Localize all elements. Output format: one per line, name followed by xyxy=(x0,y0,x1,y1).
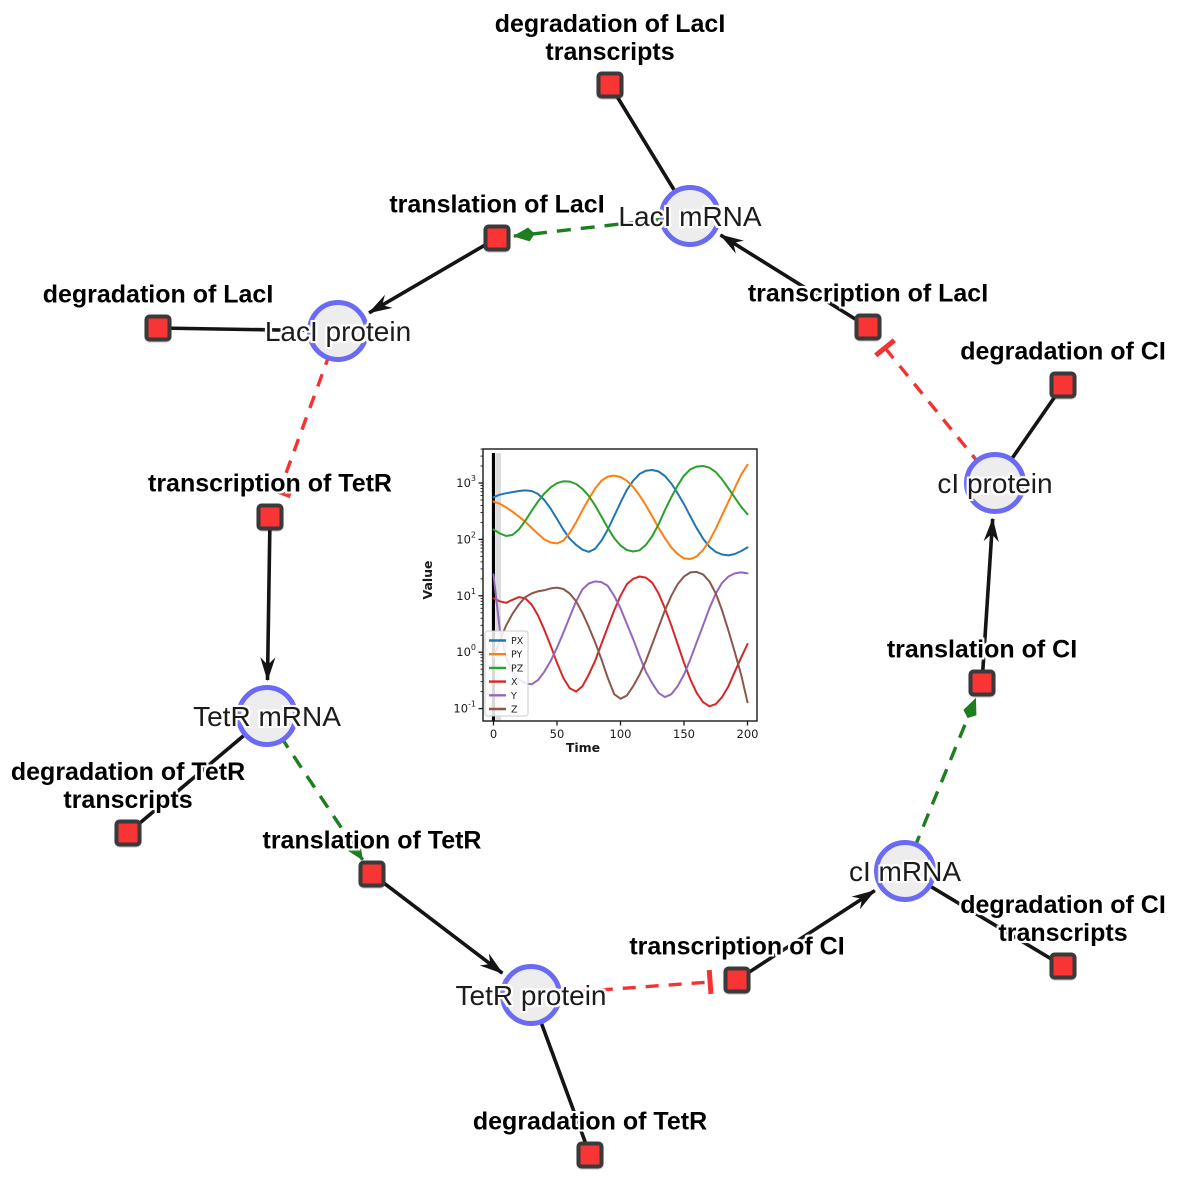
y-axis-title: Value xyxy=(420,560,435,599)
reaction-label-transc-ci: transcription of CI xyxy=(629,932,845,962)
edge-production-transl-ci-to-ci-protein xyxy=(980,517,999,684)
reaction-label-line: transcription of TetR xyxy=(148,469,392,498)
reaction-node-deg-tetr-transcripts[interactable] xyxy=(114,819,142,847)
reaction-label-deg-tetr-transcripts: degradation of TetR transcripts xyxy=(10,758,246,814)
series-line-X xyxy=(492,575,749,708)
reaction-node-transc-ci[interactable] xyxy=(723,966,751,994)
legend-label-PX: PX xyxy=(511,636,524,647)
reaction-node-deg-laci[interactable] xyxy=(144,314,172,342)
edge-production-transc-laci-to-laci-mrna xyxy=(719,233,869,329)
series-line-PY xyxy=(492,463,749,560)
reaction-node-deg-tetr[interactable] xyxy=(576,1141,604,1169)
legend-label-X: X xyxy=(511,677,518,688)
reaction-label-transl-laci: translation of LacI xyxy=(389,190,605,220)
reaction-label-line: transcription of CI xyxy=(629,932,845,961)
reaction-label-line: transcripts xyxy=(998,918,1128,947)
reaction-label-line: translation of TetR xyxy=(262,826,482,855)
reaction-node-transc-tetr[interactable] xyxy=(256,503,284,531)
species-label-laci-protein: LacI protein xyxy=(264,316,412,347)
species-label-laci-mrna: LacI mRNA xyxy=(618,201,762,232)
edge-production-transc-ci-to-ci-mrna xyxy=(736,889,876,982)
reaction-label-deg-laci-transcripts: degradation of LacI transcripts xyxy=(494,10,726,66)
reaction-label-line: degradation of LacI xyxy=(494,10,726,38)
species-node-tetr-mrna[interactable] xyxy=(236,685,298,747)
reaction-label-deg-tetr: degradation of TetR xyxy=(472,1107,708,1137)
edge-production-transl-laci-to-laci-protein xyxy=(368,236,498,315)
legend-label-Y: Y xyxy=(510,691,517,702)
species-node-ci-protein[interactable] xyxy=(964,452,1026,514)
x-tick-label: 150 xyxy=(673,727,695,741)
species-node-laci-mrna[interactable] xyxy=(659,185,721,247)
timeseries-inset-plot: 0 50 100 150 200 10-1 100 101 102 103 Time Value PX P… xyxy=(420,433,778,768)
y-tick-label: 10-1 xyxy=(453,700,476,716)
reaction-label-transc-tetr: transcription of TetR xyxy=(148,469,392,499)
species-label-ci-protein: cI protein xyxy=(937,468,1053,499)
reaction-label-line: degradation of CI xyxy=(960,337,1166,366)
series-line-PX xyxy=(492,469,749,557)
reaction-label-line: degradation of TetR xyxy=(472,1107,708,1136)
reaction-label-line: transcripts xyxy=(545,37,675,66)
reaction-label-line: translation of CI xyxy=(886,635,1078,664)
reaction-label-line: degradation of CI xyxy=(960,891,1166,919)
edge-production-transc-tetr-to-tetr-mrna xyxy=(260,516,276,682)
reaction-label-deg-ci: degradation of CI xyxy=(960,337,1166,367)
x-axis-title: Time xyxy=(566,740,600,755)
reaction-label-deg-ci-transcripts: degradation of CI transcripts xyxy=(960,891,1166,947)
x-tick-label: 50 xyxy=(550,727,565,741)
reaction-node-deg-ci[interactable] xyxy=(1049,371,1077,399)
x-tick-label: 100 xyxy=(610,727,632,741)
x-tick-label: 200 xyxy=(737,727,759,741)
reaction-label-line: degradation of TetR xyxy=(10,758,246,786)
species-label-ci-mrna: cI mRNA xyxy=(849,856,961,887)
edge-production-transl-tetr-to-tetr-protein xyxy=(370,872,504,975)
reaction-label-line: translation of LacI xyxy=(389,190,605,219)
timeseries-chart: 0 50 100 150 200 10-1 100 101 102 103 Time Value PX P… xyxy=(420,448,759,755)
legend-label-PZ: PZ xyxy=(511,663,524,674)
x-tick-label: 0 xyxy=(490,727,497,741)
species-label-tetr-protein: TetR protein xyxy=(455,980,607,1011)
reaction-label-deg-laci: degradation of LacI xyxy=(42,280,274,310)
reaction-node-deg-ci-transcripts[interactable] xyxy=(1049,952,1077,980)
reaction-label-line: transcripts xyxy=(63,785,193,814)
legend-label-PY: PY xyxy=(511,650,523,661)
reaction-label-line: transcription of LacI xyxy=(747,279,989,308)
y-tick-label: 100 xyxy=(456,643,476,659)
y-tick-label: 102 xyxy=(456,530,476,546)
series-line-Y xyxy=(492,571,749,699)
legend-label-Z: Z xyxy=(511,705,518,716)
series-line-PZ xyxy=(492,465,749,553)
y-tick-label: 101 xyxy=(456,587,476,603)
reaction-node-transl-laci[interactable] xyxy=(483,224,511,252)
species-node-tetr-protein[interactable] xyxy=(500,964,562,1026)
y-tick-label: 103 xyxy=(456,474,476,490)
species-label-tetr-mrna: TetR mRNA xyxy=(193,701,341,732)
species-node-ci-mrna[interactable] xyxy=(874,840,936,902)
reaction-node-deg-laci-transcripts[interactable] xyxy=(596,71,624,99)
reaction-label-transl-ci: translation of CI xyxy=(886,635,1078,665)
reaction-label-line: degradation of LacI xyxy=(42,280,274,309)
reaction-label-transc-laci: transcription of LacI xyxy=(747,279,989,309)
species-node-laci-protein[interactable] xyxy=(307,300,369,362)
reaction-node-transl-ci[interactable] xyxy=(968,669,996,697)
series-line-Z xyxy=(492,570,749,704)
reaction-node-transc-laci[interactable] xyxy=(854,313,882,341)
reaction-node-transl-tetr[interactable] xyxy=(358,860,386,888)
reaction-label-transl-tetr: translation of TetR xyxy=(262,826,482,856)
